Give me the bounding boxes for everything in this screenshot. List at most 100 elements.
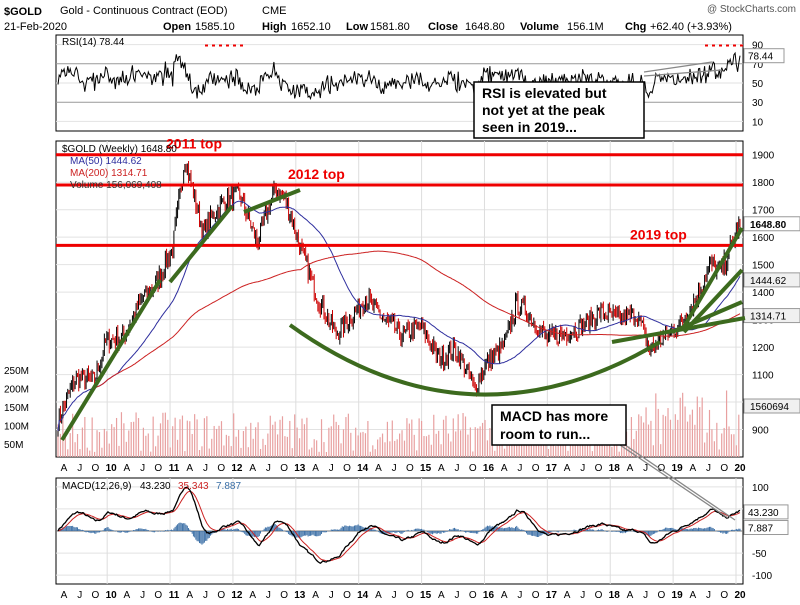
price-tick-label: 1200: [752, 343, 775, 354]
low-label: Low: [346, 21, 368, 33]
price-x-label: 17: [546, 463, 558, 474]
macd-value-label: 43.230: [748, 508, 779, 519]
price-value-label: 1444.62: [750, 276, 787, 287]
macd-x-label: A: [312, 590, 319, 601]
svg-text:room to run...: room to run...: [500, 426, 590, 442]
price-x-label: J: [580, 463, 585, 474]
close-value: 1648.80: [465, 21, 505, 33]
price-x-label: 15: [420, 463, 432, 474]
macd-x-label: O: [280, 590, 288, 601]
macd-x-label: 14: [357, 590, 369, 601]
macd-x-label: J: [77, 590, 82, 601]
price-x-label: A: [249, 463, 256, 474]
macd-x-label: A: [501, 590, 508, 601]
macd-tick-label: -50: [752, 549, 767, 560]
price-x-label: 10: [106, 463, 118, 474]
price-x-label: A: [627, 463, 634, 474]
macd-value-tag: [743, 520, 789, 536]
level-label: 2011 top: [166, 136, 222, 152]
price-x-label: O: [343, 463, 351, 474]
svg-text:MACD has more: MACD has more: [500, 408, 608, 424]
price-x-label: J: [392, 463, 397, 474]
macd-x-label: 19: [672, 590, 684, 601]
trendline: [168, 204, 234, 284]
open-label: Open: [163, 21, 191, 33]
macd-x-label: J: [266, 590, 271, 601]
macd-x-label: 15: [420, 590, 432, 601]
price-tick-label: 1600: [752, 233, 775, 244]
price-x-label: 19: [672, 463, 684, 474]
macd-line: [57, 486, 741, 564]
rsi-tick-label: 10: [752, 117, 764, 128]
legend-ma50: MA(50) 1444.62: [70, 156, 142, 167]
macd-x-label: A: [690, 590, 697, 601]
price-x-label: 12: [231, 463, 243, 474]
macd-x-label: 16: [483, 590, 495, 601]
contract-name: Gold - Continuous Contract (EOD): [60, 5, 228, 17]
price-x-label: O: [469, 463, 477, 474]
rsi-title: RSI(14) 78.44: [62, 37, 125, 48]
rsi-tick-label: 30: [752, 98, 764, 109]
price-x-label: O: [217, 463, 225, 474]
price-x-label: O: [92, 463, 100, 474]
rsi-tick-label: 50: [752, 79, 764, 90]
macd-signal: 35.343: [178, 481, 209, 492]
price-x-label: O: [280, 463, 288, 474]
macd-x-label: 18: [609, 590, 621, 601]
rsi-tick-label: 90: [752, 41, 764, 52]
quote-bar: Open 1585.10 High 1652.10 Low 1581.80 Cl…: [163, 21, 732, 33]
price-x-label: J: [266, 463, 271, 474]
price-x-label: O: [720, 463, 728, 474]
price-x-label: J: [77, 463, 82, 474]
rsi-value-label: 78.44: [748, 52, 773, 63]
legend-volume: Volume 156,069,408: [70, 180, 162, 191]
price-x-label: A: [312, 463, 319, 474]
price-x-label: J: [203, 463, 208, 474]
volume-tick-label: 250M: [4, 366, 29, 377]
price-x-label: 16: [483, 463, 495, 474]
low-value: 1581.80: [370, 21, 410, 33]
price-x-label: J: [140, 463, 145, 474]
volume-label: Volume: [520, 21, 559, 33]
svg-text:RSI is elevated but: RSI is elevated but: [482, 85, 607, 101]
macd-x-label: J: [580, 590, 585, 601]
macd-x-label: A: [564, 590, 571, 601]
price-tick-label: 1400: [752, 288, 775, 299]
volume-tick-label: 200M: [4, 385, 29, 396]
macd-signal-line: [57, 490, 741, 562]
exchange: CME: [262, 5, 286, 17]
macd-x-label: J: [517, 590, 522, 601]
price-x-label: A: [61, 463, 68, 474]
macd-x-label: A: [186, 590, 193, 601]
macd-x-label: O: [92, 590, 100, 601]
macd-x-label: A: [627, 590, 634, 601]
macd-title: MACD(12,26,9): [62, 481, 131, 492]
price-x-label: A: [501, 463, 508, 474]
macd-tick-label: -100: [752, 571, 772, 582]
trendline: [60, 278, 162, 442]
price-x-label: 18: [609, 463, 621, 474]
macd-x-label: A: [61, 590, 68, 601]
symbol-title: $GOLD: [4, 6, 42, 18]
price-tick-label: 1900: [752, 151, 775, 162]
watermark: @ StockCharts.com: [707, 4, 796, 15]
macd-x-label: 17: [546, 590, 558, 601]
rsi-tick-label: 70: [752, 60, 764, 71]
price-x-label: 20: [734, 463, 746, 474]
price-x-label: J: [643, 463, 648, 474]
price-value-label: 1648.80: [750, 220, 787, 231]
svg-text:seen in 2019...: seen in 2019...: [482, 119, 577, 135]
chg-value: +62.40 (+3.93%): [650, 21, 732, 33]
price-value-label: 1314.71: [750, 312, 787, 323]
price-x-label: A: [375, 463, 382, 474]
macd-x-label: O: [469, 590, 477, 601]
price-x-label: 13: [294, 463, 306, 474]
ma200-line: [94, 250, 741, 389]
price-x-label: O: [406, 463, 414, 474]
macd-x-label: 20: [734, 590, 746, 601]
close-label: Close: [428, 21, 458, 33]
macd-x-label: A: [249, 590, 256, 601]
price-tick-label: 900: [752, 426, 769, 437]
price-value-tag: [743, 398, 800, 414]
